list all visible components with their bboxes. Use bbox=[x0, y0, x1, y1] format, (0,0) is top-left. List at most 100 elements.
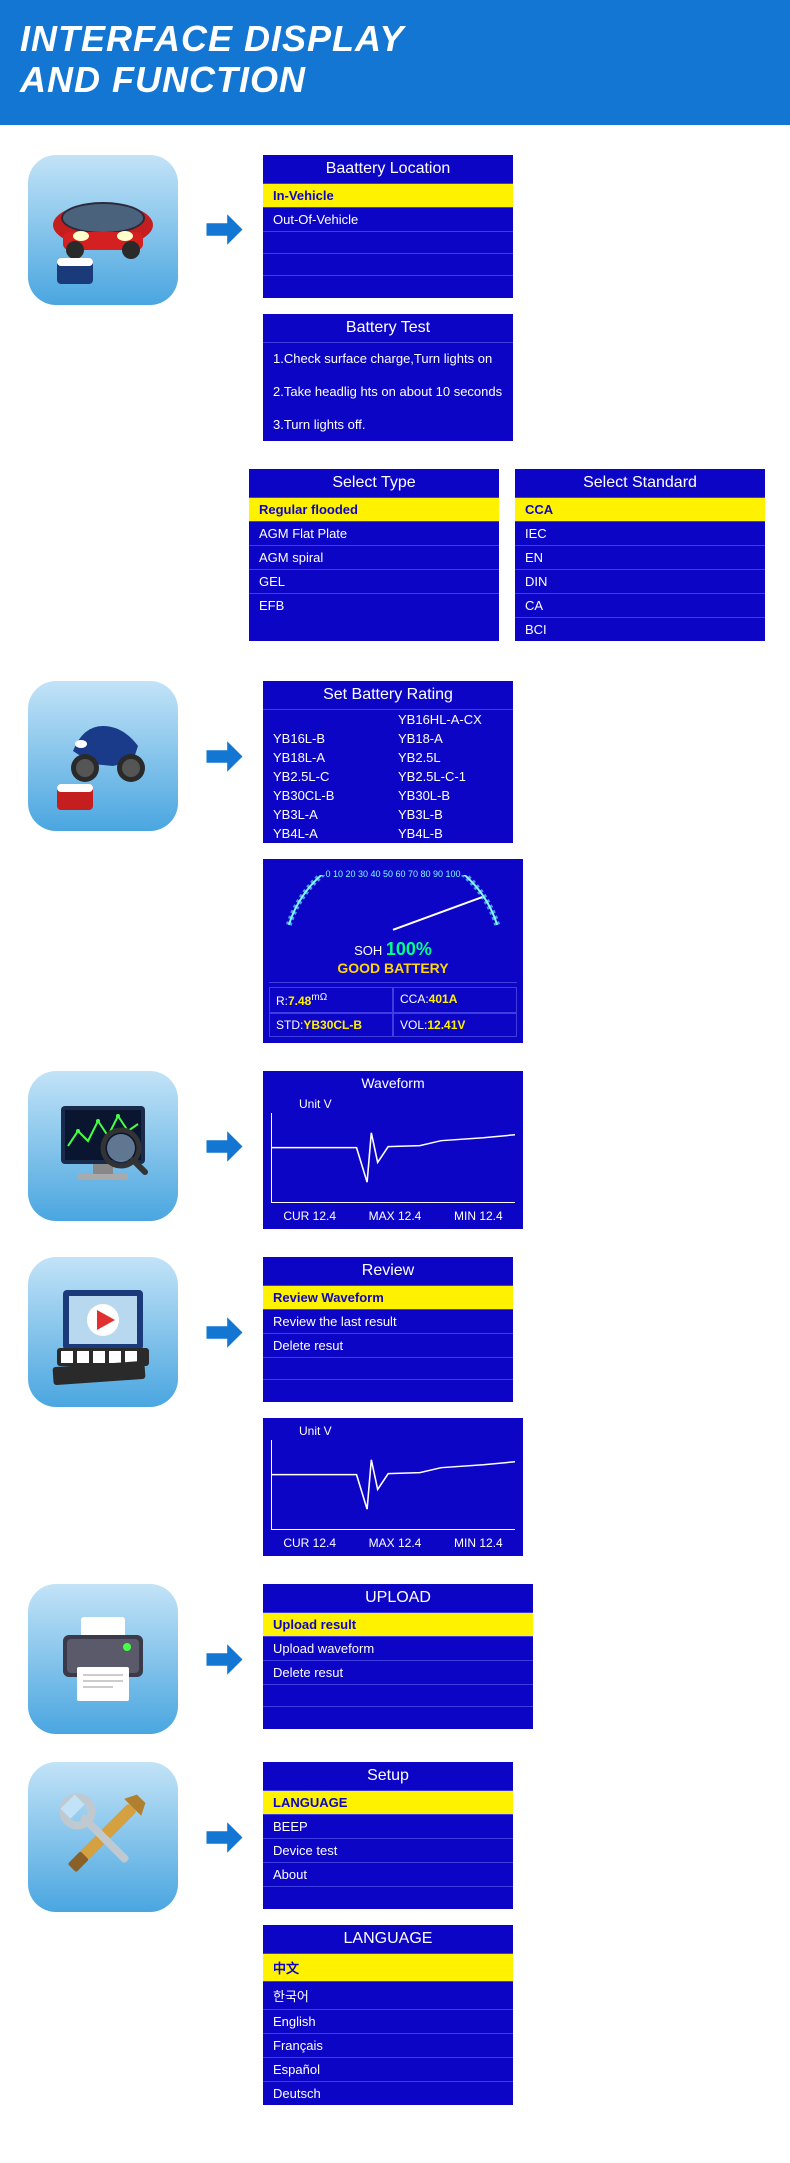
panel-select-type: Select Type Regular flooded AGM Flat Pla… bbox=[249, 469, 499, 641]
list-item[interactable]: AGM spiral bbox=[249, 546, 499, 570]
gauge-status: GOOD BATTERY bbox=[269, 960, 517, 983]
list-item[interactable]: Review the last result bbox=[263, 1310, 513, 1334]
list-item[interactable]: About bbox=[263, 1863, 513, 1887]
list-item[interactable]: DIN bbox=[515, 570, 765, 594]
list-item[interactable]: Upload waveform bbox=[263, 1637, 533, 1661]
rating-cell[interactable]: YB3L-B bbox=[388, 805, 513, 824]
list-item[interactable]: Delete resut bbox=[263, 1661, 533, 1685]
row-motorcycle: Set Battery Rating YB16HL-A-CX YB16L-B Y… bbox=[20, 681, 770, 1043]
motorcycle-battery-icon bbox=[28, 681, 178, 831]
gauge-vol: VOL:12.41V bbox=[393, 1013, 517, 1037]
rating-cell[interactable] bbox=[263, 710, 388, 729]
row-review: Review Review Waveform Review the last r… bbox=[20, 1257, 770, 1556]
rating-cell[interactable]: YB4L-B bbox=[388, 824, 513, 843]
list-item[interactable]: CCA bbox=[515, 498, 765, 522]
panel-language: LANGUAGE 中文 한국어 English Français Español… bbox=[263, 1925, 513, 2105]
title-line2: AND FUNCTION bbox=[20, 59, 306, 100]
panel-setup: Setup LANGUAGE BEEP Device test About bbox=[263, 1762, 513, 1909]
list-item bbox=[263, 1380, 513, 1402]
arrow-icon bbox=[199, 1584, 249, 1734]
panel-battery-test: Battery Test 1.Check surface charge,Turn… bbox=[263, 314, 513, 442]
panel-review-wave: Unit V 18.0 3.0 CUR 12.4 MAX 12.4 MIN 12… bbox=[263, 1418, 523, 1556]
rating-cell[interactable]: YB16L-B bbox=[263, 729, 388, 748]
rating-cell[interactable]: YB18-A bbox=[388, 729, 513, 748]
list-item[interactable]: 中文 bbox=[263, 1954, 513, 1982]
panel-review: Review Review Waveform Review the last r… bbox=[263, 1257, 513, 1402]
row-upload: UPLOAD Upload result Upload waveform Del… bbox=[20, 1584, 770, 1734]
panel-title: Set Battery Rating bbox=[263, 681, 513, 710]
list-item bbox=[263, 232, 513, 254]
content: Baattery Location In-Vehicle Out-Of-Vehi… bbox=[0, 125, 790, 2163]
list-item[interactable]: CA bbox=[515, 594, 765, 618]
row-waveform: Waveform Unit V 18.0 3.0 CUR 12.4 MAX 12… bbox=[20, 1071, 770, 1229]
arrow-icon bbox=[199, 1762, 249, 1912]
arrow-icon bbox=[199, 681, 249, 831]
panel-battery-location: Baattery Location In-Vehicle Out-Of-Vehi… bbox=[263, 155, 513, 298]
printer-icon bbox=[28, 1584, 178, 1734]
gauge-soh: SOH 100% bbox=[269, 939, 517, 960]
monitor-chart-icon bbox=[28, 1071, 178, 1221]
list-item[interactable]: Device test bbox=[263, 1839, 513, 1863]
tools-icon bbox=[28, 1762, 178, 1912]
list-item[interactable]: BEEP bbox=[263, 1815, 513, 1839]
wf-unit: Unit V bbox=[263, 1418, 523, 1438]
list-item[interactable]: Français bbox=[263, 2034, 513, 2058]
list-item[interactable]: English bbox=[263, 2010, 513, 2034]
list-item[interactable]: BCI bbox=[515, 618, 765, 641]
rating-cell[interactable]: YB2.5L-C-1 bbox=[388, 767, 513, 786]
rating-cell[interactable]: YB30L-B bbox=[388, 786, 513, 805]
list-item bbox=[263, 1358, 513, 1380]
list-item bbox=[263, 1685, 533, 1707]
gauge-cca: CCA:401A bbox=[393, 987, 517, 1013]
list-item bbox=[263, 1707, 533, 1729]
panel-title: Waveform bbox=[263, 1071, 523, 1095]
panel-title: Setup bbox=[263, 1762, 513, 1791]
list-item[interactable]: GEL bbox=[249, 570, 499, 594]
list-item[interactable]: Upload result bbox=[263, 1613, 533, 1637]
rating-cell[interactable]: YB2.5L bbox=[388, 748, 513, 767]
page-title: INTERFACE DISPLAY AND FUNCTION bbox=[20, 18, 770, 101]
rating-cell[interactable]: YB16HL-A-CX bbox=[388, 710, 513, 729]
list-item[interactable]: In-Vehicle bbox=[263, 184, 513, 208]
arrow-icon bbox=[199, 1257, 249, 1407]
panel-battery-rating: Set Battery Rating YB16HL-A-CX YB16L-B Y… bbox=[263, 681, 513, 843]
list-item[interactable]: Delete resut bbox=[263, 1334, 513, 1358]
wf-unit: Unit V bbox=[263, 1095, 523, 1111]
list-item bbox=[263, 1887, 513, 1909]
car-battery-icon bbox=[28, 155, 178, 305]
list-item[interactable]: Español bbox=[263, 2058, 513, 2082]
wf-chart: 18.0 3.0 bbox=[271, 1440, 515, 1530]
rating-cell[interactable]: YB2.5L-C bbox=[263, 767, 388, 786]
panel-waveform: Waveform Unit V 18.0 3.0 CUR 12.4 MAX 12… bbox=[263, 1071, 523, 1229]
row-car-panels2: Select Type Regular flooded AGM Flat Pla… bbox=[249, 469, 770, 641]
list-item[interactable]: Review Waveform bbox=[263, 1286, 513, 1310]
list-item bbox=[263, 254, 513, 276]
panel-upload: UPLOAD Upload result Upload waveform Del… bbox=[263, 1584, 533, 1729]
list-item[interactable]: AGM Flat Plate bbox=[249, 522, 499, 546]
list-item[interactable]: EN bbox=[515, 546, 765, 570]
title-line1: INTERFACE DISPLAY bbox=[20, 18, 404, 59]
wf-footer: CUR 12.4 MAX 12.4 MIN 12.4 bbox=[263, 1532, 523, 1556]
list-item[interactable]: Deutsch bbox=[263, 2082, 513, 2105]
panel-title: UPLOAD bbox=[263, 1584, 533, 1613]
list-item[interactable]: 한국어 bbox=[263, 1982, 513, 2010]
step-text: 3.Turn lights off. bbox=[263, 409, 513, 442]
panel-gauge: 0 10 20 30 40 50 60 70 80 90 100 SOH 100… bbox=[263, 859, 523, 1043]
rating-cell[interactable]: YB30CL-B bbox=[263, 786, 388, 805]
list-item[interactable]: Out-Of-Vehicle bbox=[263, 208, 513, 232]
gauge-std: STD:YB30CL-B bbox=[269, 1013, 393, 1037]
row-setup: Setup LANGUAGE BEEP Device test About LA… bbox=[20, 1762, 770, 2105]
rating-cell[interactable]: YB18L-A bbox=[263, 748, 388, 767]
list-item[interactable]: IEC bbox=[515, 522, 765, 546]
list-item[interactable]: Regular flooded bbox=[249, 498, 499, 522]
arrow-icon bbox=[199, 155, 249, 305]
gauge-r: R:7.48mΩ bbox=[269, 987, 393, 1013]
panel-title: Review bbox=[263, 1257, 513, 1286]
row-car: Baattery Location In-Vehicle Out-Of-Vehi… bbox=[20, 155, 770, 442]
page-header: INTERFACE DISPLAY AND FUNCTION bbox=[0, 0, 790, 125]
rating-cell[interactable]: YB3L-A bbox=[263, 805, 388, 824]
list-item[interactable]: LANGUAGE bbox=[263, 1791, 513, 1815]
rating-cell[interactable]: YB4L-A bbox=[263, 824, 388, 843]
list-item[interactable]: EFB bbox=[249, 594, 499, 617]
video-review-icon bbox=[28, 1257, 178, 1407]
